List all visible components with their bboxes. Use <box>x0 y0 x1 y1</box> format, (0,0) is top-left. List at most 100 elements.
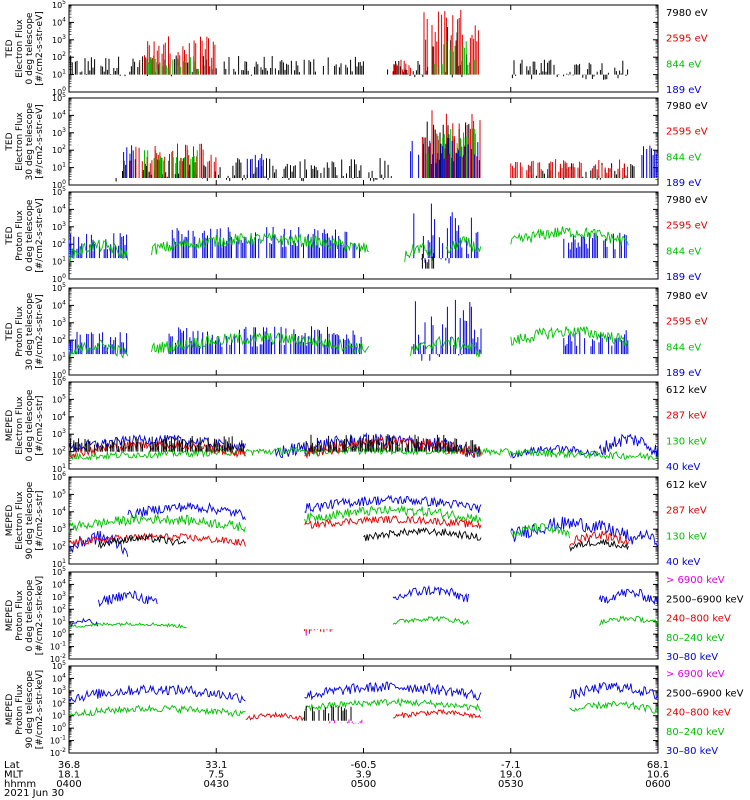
data-line <box>98 590 158 608</box>
series-3 <box>146 40 475 75</box>
series-2 <box>68 445 658 461</box>
data-line <box>98 533 187 550</box>
data-spikes <box>510 159 629 178</box>
y-tick-label: 104 <box>52 672 66 683</box>
legend-entry: 844 eV <box>666 342 701 353</box>
y-tick-label: 102 <box>52 541 66 552</box>
legend-entry: 2595 eV <box>666 34 708 45</box>
y-axis-label-line: Proton Flux <box>15 210 25 261</box>
data-spikes <box>123 145 134 178</box>
series-4 <box>305 631 310 636</box>
series-3 <box>421 253 435 269</box>
y-tick-label: 10-1 <box>50 641 66 652</box>
data-spikes <box>68 436 244 452</box>
y-axis-label-line: Electron Flux <box>15 491 25 550</box>
series-5 <box>327 719 363 725</box>
data-spikes <box>246 153 264 178</box>
data-spikes <box>411 203 479 264</box>
panel-frame <box>68 191 659 280</box>
x-axis-row-label: MLT <box>4 770 24 781</box>
series-1 <box>68 681 658 703</box>
y-tick-label: 105 <box>52 92 66 103</box>
y-tick-label: 105 <box>52 566 66 577</box>
y-axis-label-line: TED <box>5 39 15 58</box>
panel-frame <box>68 287 659 376</box>
y-tick-label: 101 <box>52 616 66 627</box>
y-tick-label: 101 <box>52 69 66 80</box>
x-tick-value: 0400 <box>56 779 81 790</box>
data-spikes <box>68 55 364 77</box>
data-spikes <box>115 157 392 182</box>
y-tick-label: 101 <box>52 710 66 721</box>
y-axis-label-line: 0 deg telescope <box>25 389 35 461</box>
legend-entry: > 6900 keV <box>666 575 725 586</box>
x-tick-value: 36.8 <box>58 760 80 771</box>
panel-4: 100 101 102 103 104 105 TED Proton Flux 30 deg t… <box>5 282 708 380</box>
y-axis-label-line: Proton Flux <box>15 306 25 357</box>
y-axis-label-line: [#/cm2-s-str] <box>35 395 45 455</box>
x-axis-row-label: Lat <box>4 760 20 771</box>
panel-6: 101 102 103 104 105 106 MEPED Electron Flux 90 d… <box>5 471 707 569</box>
series-2 <box>68 326 629 360</box>
x-axis-row-label: hhmm <box>4 779 36 790</box>
data-spikes <box>511 59 629 80</box>
y-axis-label-line: MEPED <box>5 410 15 442</box>
y-axis-label-line: TED <box>5 132 15 151</box>
y-tick-label: 104 <box>52 506 66 517</box>
y-axis-label-line: MEPED <box>5 600 15 632</box>
legend-entry: 844 eV <box>666 59 701 70</box>
data-line <box>151 231 369 256</box>
panel-1: 100 101 102 103 104 105 TED Electron Flux 0 deg … <box>5 0 708 97</box>
y-axis-label-line: TED <box>5 322 15 341</box>
legend-entry: 2500–6900 keV <box>666 688 744 699</box>
data-spikes <box>304 705 352 721</box>
series-2 <box>139 9 479 75</box>
y-axis-label-line: 90 deg telescope <box>25 481 35 559</box>
y-tick-label: 103 <box>52 523 66 534</box>
y-tick-label: 102 <box>52 144 66 155</box>
y-axis-label-line: Proton Flux <box>15 590 25 641</box>
legend-entry: 130 keV <box>666 531 707 542</box>
y-tick-label: 10-1 <box>50 735 66 746</box>
y-tick-label: 105 <box>52 186 66 197</box>
y-axis-label-line: [#/cm2-s-str] <box>35 490 45 550</box>
y-tick-label: 102 <box>52 238 66 249</box>
data-spikes <box>129 143 217 178</box>
date-label: 2021 Jun 30 <box>4 788 64 799</box>
legend-entry: 40 keV <box>666 557 700 568</box>
y-tick-label: 103 <box>52 317 66 328</box>
data-line <box>304 494 482 514</box>
x-tick-value: 33.1 <box>205 760 227 771</box>
x-tick-value: 68.1 <box>647 760 669 771</box>
y-axis-label-line: MEPED <box>5 505 15 537</box>
data-spikes <box>641 145 657 178</box>
data-line <box>404 242 434 263</box>
data-line <box>598 433 659 458</box>
series-3 <box>245 708 481 722</box>
data-spikes <box>305 434 480 452</box>
y-tick-label: 105 <box>52 282 66 293</box>
y-tick-label: 100 <box>52 722 66 733</box>
y-axis-label-line: 30 deg telescope <box>25 102 35 180</box>
series-2 <box>68 504 571 539</box>
data-line <box>393 708 481 720</box>
legend-entry: 189 eV <box>666 178 701 189</box>
y-axis-label-line: Electron Flux <box>15 112 25 171</box>
y-tick-label: 105 <box>52 0 66 10</box>
series-4 <box>98 527 629 552</box>
data-line <box>392 615 469 626</box>
y-tick-label: 103 <box>52 127 66 138</box>
panel-frame <box>68 665 659 754</box>
data-line <box>510 226 629 246</box>
data-line <box>392 584 469 603</box>
y-axis-label-line: 90 deg telescope <box>25 670 35 748</box>
y-tick-label: 102 <box>52 334 66 345</box>
x-tick-value: 3.9 <box>356 770 372 781</box>
y-tick-label: 100 <box>52 86 66 97</box>
y-tick-label: 100 <box>52 179 66 190</box>
series-1 <box>68 494 658 557</box>
series-3 <box>304 629 333 634</box>
series-1 <box>68 299 629 361</box>
data-line <box>304 515 482 530</box>
